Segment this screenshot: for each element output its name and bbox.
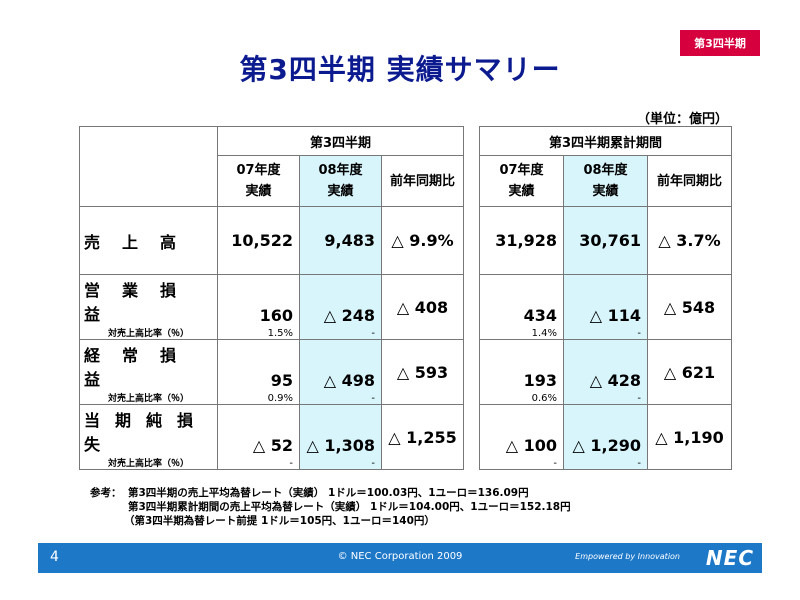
footer-bar: 4 © NEC Corporation 2009 Empowered by In… xyxy=(38,543,762,573)
table-cell: 9,483 xyxy=(299,206,382,275)
page-number: 4 xyxy=(50,549,59,565)
table-cell: △ 114 xyxy=(563,274,648,325)
table-cell: 0.6% xyxy=(479,390,564,405)
row-label-ordinary: 経常損益 xyxy=(79,339,218,390)
copyright: © NEC Corporation 2009 xyxy=(337,551,463,562)
notes-lead: 参考： xyxy=(90,487,122,499)
table-cell: 1.4% xyxy=(479,325,564,340)
note-line: 第3四半期の売上平均為替レート（実績） 1ドル＝100.03円、1ユーロ＝136… xyxy=(128,487,529,499)
table-cell: △ 1,255 xyxy=(381,404,464,470)
table-cell: △ 621 xyxy=(647,339,732,405)
table-cell: 0.9% xyxy=(217,390,300,405)
row-sublabel: 対売上高比率（％） xyxy=(79,455,218,470)
group-header-q3: 第3四半期 xyxy=(217,126,464,156)
table-cell: △ 248 xyxy=(299,274,382,325)
table-cell: - xyxy=(299,325,382,340)
table-cell: 10,522 xyxy=(217,206,300,275)
tagline: Empowered by Innovation xyxy=(575,552,680,561)
corner-cell xyxy=(79,126,218,207)
table-cell: 193 xyxy=(479,339,564,390)
table-cell: - xyxy=(563,325,648,340)
table-cell: △ 593 xyxy=(381,339,464,405)
table-left: 第3四半期 07年度 実績 08年度 実績 前年同期比 売上高 10,522 9,4… xyxy=(79,126,464,470)
row-label-operating: 営業損益 xyxy=(79,274,218,325)
table-cell: 1.5% xyxy=(217,325,300,340)
row-label-sales: 売上高 xyxy=(79,206,218,275)
group-header-cumulative: 第3四半期累計期間 xyxy=(479,126,732,156)
nec-logo: NEC xyxy=(705,546,754,570)
note-line: （第3四半期為替レート前提 1ドル＝105円、1ユーロ＝140円） xyxy=(124,515,435,527)
table-cell: △ 3.7% xyxy=(647,206,732,275)
table-cell: △ 1,190 xyxy=(647,404,732,470)
row-sublabel: 対売上高比率（％） xyxy=(79,390,218,405)
table-cell: 30,761 xyxy=(563,206,648,275)
table-cell: - xyxy=(563,390,648,405)
page-title: 第3四半期 実績サマリー xyxy=(239,53,561,86)
unit-label: （単位：億円） xyxy=(636,112,728,127)
table-cell: △ 9.9% xyxy=(381,206,464,275)
table-cell: △ 1,308 xyxy=(299,404,382,455)
table-cell: △ 408 xyxy=(381,274,464,340)
reference-notes: 参考： 第3四半期の売上平均為替レート（実績） 1ドル＝100.03円、1ユーロ＝… xyxy=(90,486,571,528)
table-cell: - xyxy=(217,455,300,470)
col-header-yoy: 前年同期比 xyxy=(647,155,732,207)
table-cell: - xyxy=(299,390,382,405)
table-right: 第3四半期累計期間 07年度 実績 08年度 実績 前年同期比 31,928 30,… xyxy=(479,126,732,470)
col-header-fy08: 08年度 実績 xyxy=(299,155,382,207)
table-cell: △ 100 xyxy=(479,404,564,455)
col-header-yoy: 前年同期比 xyxy=(381,155,464,207)
table-cell: - xyxy=(299,455,382,470)
table-cell: △ 498 xyxy=(299,339,382,390)
table-cell: △ 1,290 xyxy=(563,404,648,455)
row-sublabel: 対売上高比率（％） xyxy=(79,325,218,340)
row-label-netloss: 当期純損失 xyxy=(79,404,218,455)
table-cell: - xyxy=(479,455,564,470)
table-cell: - xyxy=(563,455,648,470)
col-header-fy07: 07年度 実績 xyxy=(479,155,564,207)
col-header-fy07: 07年度 実績 xyxy=(217,155,300,207)
table-cell: △ 428 xyxy=(563,339,648,390)
table-cell: △ 548 xyxy=(647,274,732,340)
table-cell: 160 xyxy=(217,274,300,325)
col-header-fy08: 08年度 実績 xyxy=(563,155,648,207)
table-cell: 95 xyxy=(217,339,300,390)
section-badge: 第3四半期 xyxy=(680,30,760,56)
table-cell: △ 52 xyxy=(217,404,300,455)
table-cell: 31,928 xyxy=(479,206,564,275)
table-cell: 434 xyxy=(479,274,564,325)
note-line: 第3四半期累計期間の売上平均為替レート（実績） 1ドル＝104.00円、1ユーロ… xyxy=(128,501,571,513)
